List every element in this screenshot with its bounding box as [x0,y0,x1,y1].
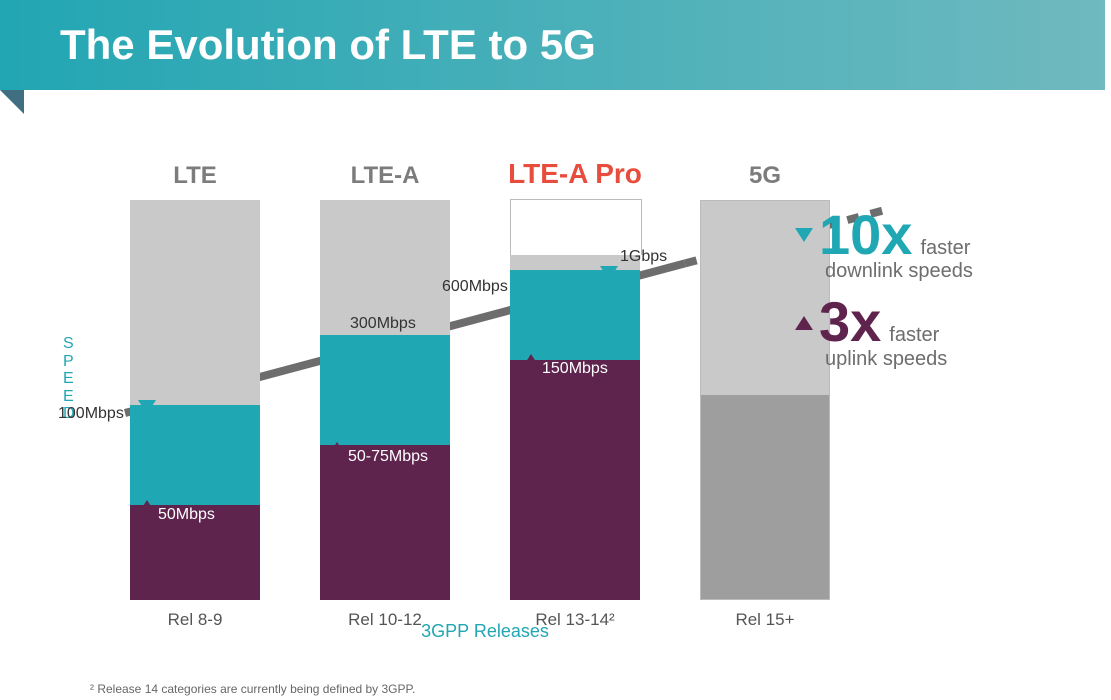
downlink-label: 600Mbps [442,278,508,296]
uplink-label: 50Mbps [158,506,215,524]
tech-label: LTE-A [300,162,470,190]
legend-down-line2: downlink speeds [825,260,1105,283]
footnote: ² Release 14 categories are currently be… [90,682,415,696]
legend-downlink: 10x faster downlink speeds [795,210,1105,283]
downlink-label: 100Mbps [58,405,124,423]
x-axis-label: 3GPP Releases [385,621,585,642]
triangle-down-icon [600,266,618,280]
legend-down-line1: faster [920,237,970,260]
downlink-label-2: 1Gbps [620,248,667,266]
tech-label: LTE-A Pro [490,158,660,190]
bar-lte-a: 300Mbps50-75MbpsLTE-ARel 10-12 [320,200,450,600]
legend-up-line2: uplink speeds [825,348,1105,371]
legend: 10x faster downlink speeds 3x faster upl… [795,210,1105,377]
triangle-down-icon [138,400,156,414]
legend-down-value: 10x [819,210,912,260]
uplink-label: 150Mbps [542,360,608,378]
release-label: Rel 15+ [680,610,850,630]
evolution-chart: SPEED 100Mbps50MbpsLTERel 8-9300Mbps50-7… [55,135,1055,660]
legend-up-line1: faster [889,324,939,347]
tech-label: 5G [680,162,850,190]
triangle-up-icon [795,316,813,330]
legend-up-value: 3x [819,297,881,347]
tech-label: LTE [110,162,280,190]
release-label: Rel 8-9 [110,610,280,630]
triangle-up-icon [138,500,156,514]
legend-uplink: 3x faster uplink speeds [795,297,1105,370]
triangle-down-icon [516,276,534,290]
bar-lte: 100Mbps50MbpsLTERel 8-9 [130,200,260,600]
triangle-down-icon [795,228,813,242]
downlink-label: 300Mbps [350,315,416,333]
triangle-up-icon [328,442,346,456]
banner-fold [0,90,24,114]
triangle-up-icon [522,354,540,368]
bar-lte-a-pro: 600Mbps1Gbps150MbpsLTE-A ProRel 13-14² [510,200,640,600]
uplink-label: 50-75Mbps [348,448,428,466]
triangle-down-icon [375,338,393,352]
title-banner: The Evolution of LTE to 5G [0,0,1105,90]
page-title: The Evolution of LTE to 5G [60,21,596,69]
